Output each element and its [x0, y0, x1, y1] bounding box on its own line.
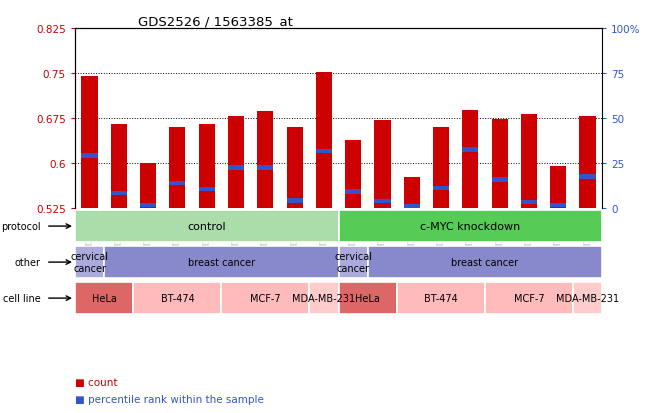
Bar: [75, 210, 339, 243]
Text: control: control: [187, 221, 226, 232]
Bar: [462, 111, 478, 208]
Text: c-MYC knockdown: c-MYC knockdown: [421, 221, 520, 232]
Bar: [257, 166, 273, 170]
Bar: [550, 167, 566, 208]
Bar: [462, 148, 478, 152]
Text: other: other: [14, 257, 40, 268]
Text: ■ percentile rank within the sample: ■ percentile rank within the sample: [75, 394, 264, 404]
Bar: [257, 112, 273, 208]
Bar: [339, 246, 368, 279]
Bar: [228, 117, 244, 208]
Bar: [199, 124, 215, 208]
Bar: [492, 120, 508, 208]
Bar: [397, 282, 485, 315]
Bar: [169, 182, 186, 186]
Text: breast cancer: breast cancer: [451, 257, 519, 268]
Bar: [404, 205, 420, 209]
Text: HeLa: HeLa: [92, 293, 117, 304]
Bar: [316, 73, 332, 208]
Bar: [221, 282, 309, 315]
Bar: [286, 199, 303, 203]
Bar: [374, 120, 391, 208]
Text: protocol: protocol: [1, 221, 40, 232]
Bar: [433, 128, 449, 208]
Bar: [286, 128, 303, 208]
Bar: [339, 210, 602, 243]
Bar: [169, 128, 186, 208]
Text: cell line: cell line: [3, 293, 40, 304]
Bar: [75, 282, 133, 315]
Text: breast cancer: breast cancer: [187, 257, 255, 268]
Bar: [75, 246, 104, 279]
Text: cervical
cancer: cervical cancer: [70, 252, 109, 273]
Bar: [133, 282, 221, 315]
Bar: [368, 246, 602, 279]
Bar: [374, 199, 391, 204]
Bar: [492, 178, 508, 182]
Bar: [521, 200, 537, 204]
Bar: [345, 190, 361, 194]
Bar: [111, 124, 127, 208]
Bar: [521, 115, 537, 208]
Bar: [579, 175, 596, 179]
Bar: [550, 203, 566, 207]
Bar: [81, 154, 98, 158]
Text: BT-474: BT-474: [424, 293, 458, 304]
Text: cervical
cancer: cervical cancer: [334, 252, 372, 273]
Text: MCF-7: MCF-7: [514, 293, 544, 304]
Bar: [104, 246, 339, 279]
Bar: [111, 191, 127, 195]
Bar: [339, 282, 397, 315]
Text: MCF-7: MCF-7: [250, 293, 281, 304]
Text: HeLa: HeLa: [355, 293, 380, 304]
Bar: [140, 203, 156, 207]
Text: BT-474: BT-474: [161, 293, 194, 304]
Bar: [345, 141, 361, 208]
Text: MDA-MB-231: MDA-MB-231: [556, 293, 619, 304]
Bar: [579, 117, 596, 208]
Text: GDS2526 / 1563385_at: GDS2526 / 1563385_at: [138, 15, 293, 28]
Bar: [404, 177, 420, 208]
Text: ■ count: ■ count: [75, 377, 117, 387]
Text: MDA-MB-231: MDA-MB-231: [292, 293, 355, 304]
Bar: [309, 282, 339, 315]
Bar: [573, 282, 602, 315]
Bar: [433, 186, 449, 190]
Bar: [316, 150, 332, 154]
Bar: [81, 77, 98, 208]
Bar: [199, 188, 215, 192]
Bar: [228, 166, 244, 170]
Bar: [140, 164, 156, 208]
Bar: [485, 282, 573, 315]
